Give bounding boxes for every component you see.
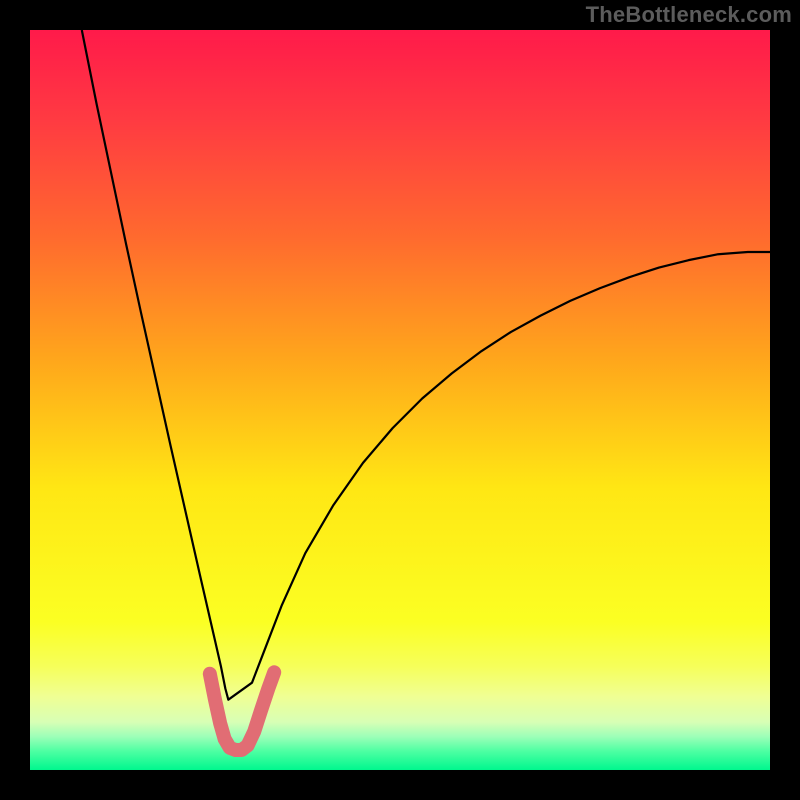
chart-area (30, 30, 770, 770)
chart-svg (30, 30, 770, 770)
plot-background (30, 30, 770, 770)
chart-frame: TheBottleneck.com (0, 0, 800, 800)
watermark-text: TheBottleneck.com (586, 2, 792, 28)
